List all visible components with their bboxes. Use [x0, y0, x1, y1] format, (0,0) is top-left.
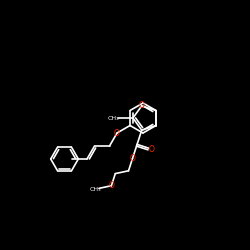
- Text: O: O: [130, 154, 136, 163]
- Text: CH₃: CH₃: [89, 187, 101, 192]
- Text: O: O: [108, 181, 114, 190]
- Text: O: O: [114, 128, 120, 138]
- Text: O: O: [149, 145, 155, 154]
- Text: O: O: [139, 101, 145, 110]
- Text: CH₃: CH₃: [108, 116, 120, 120]
